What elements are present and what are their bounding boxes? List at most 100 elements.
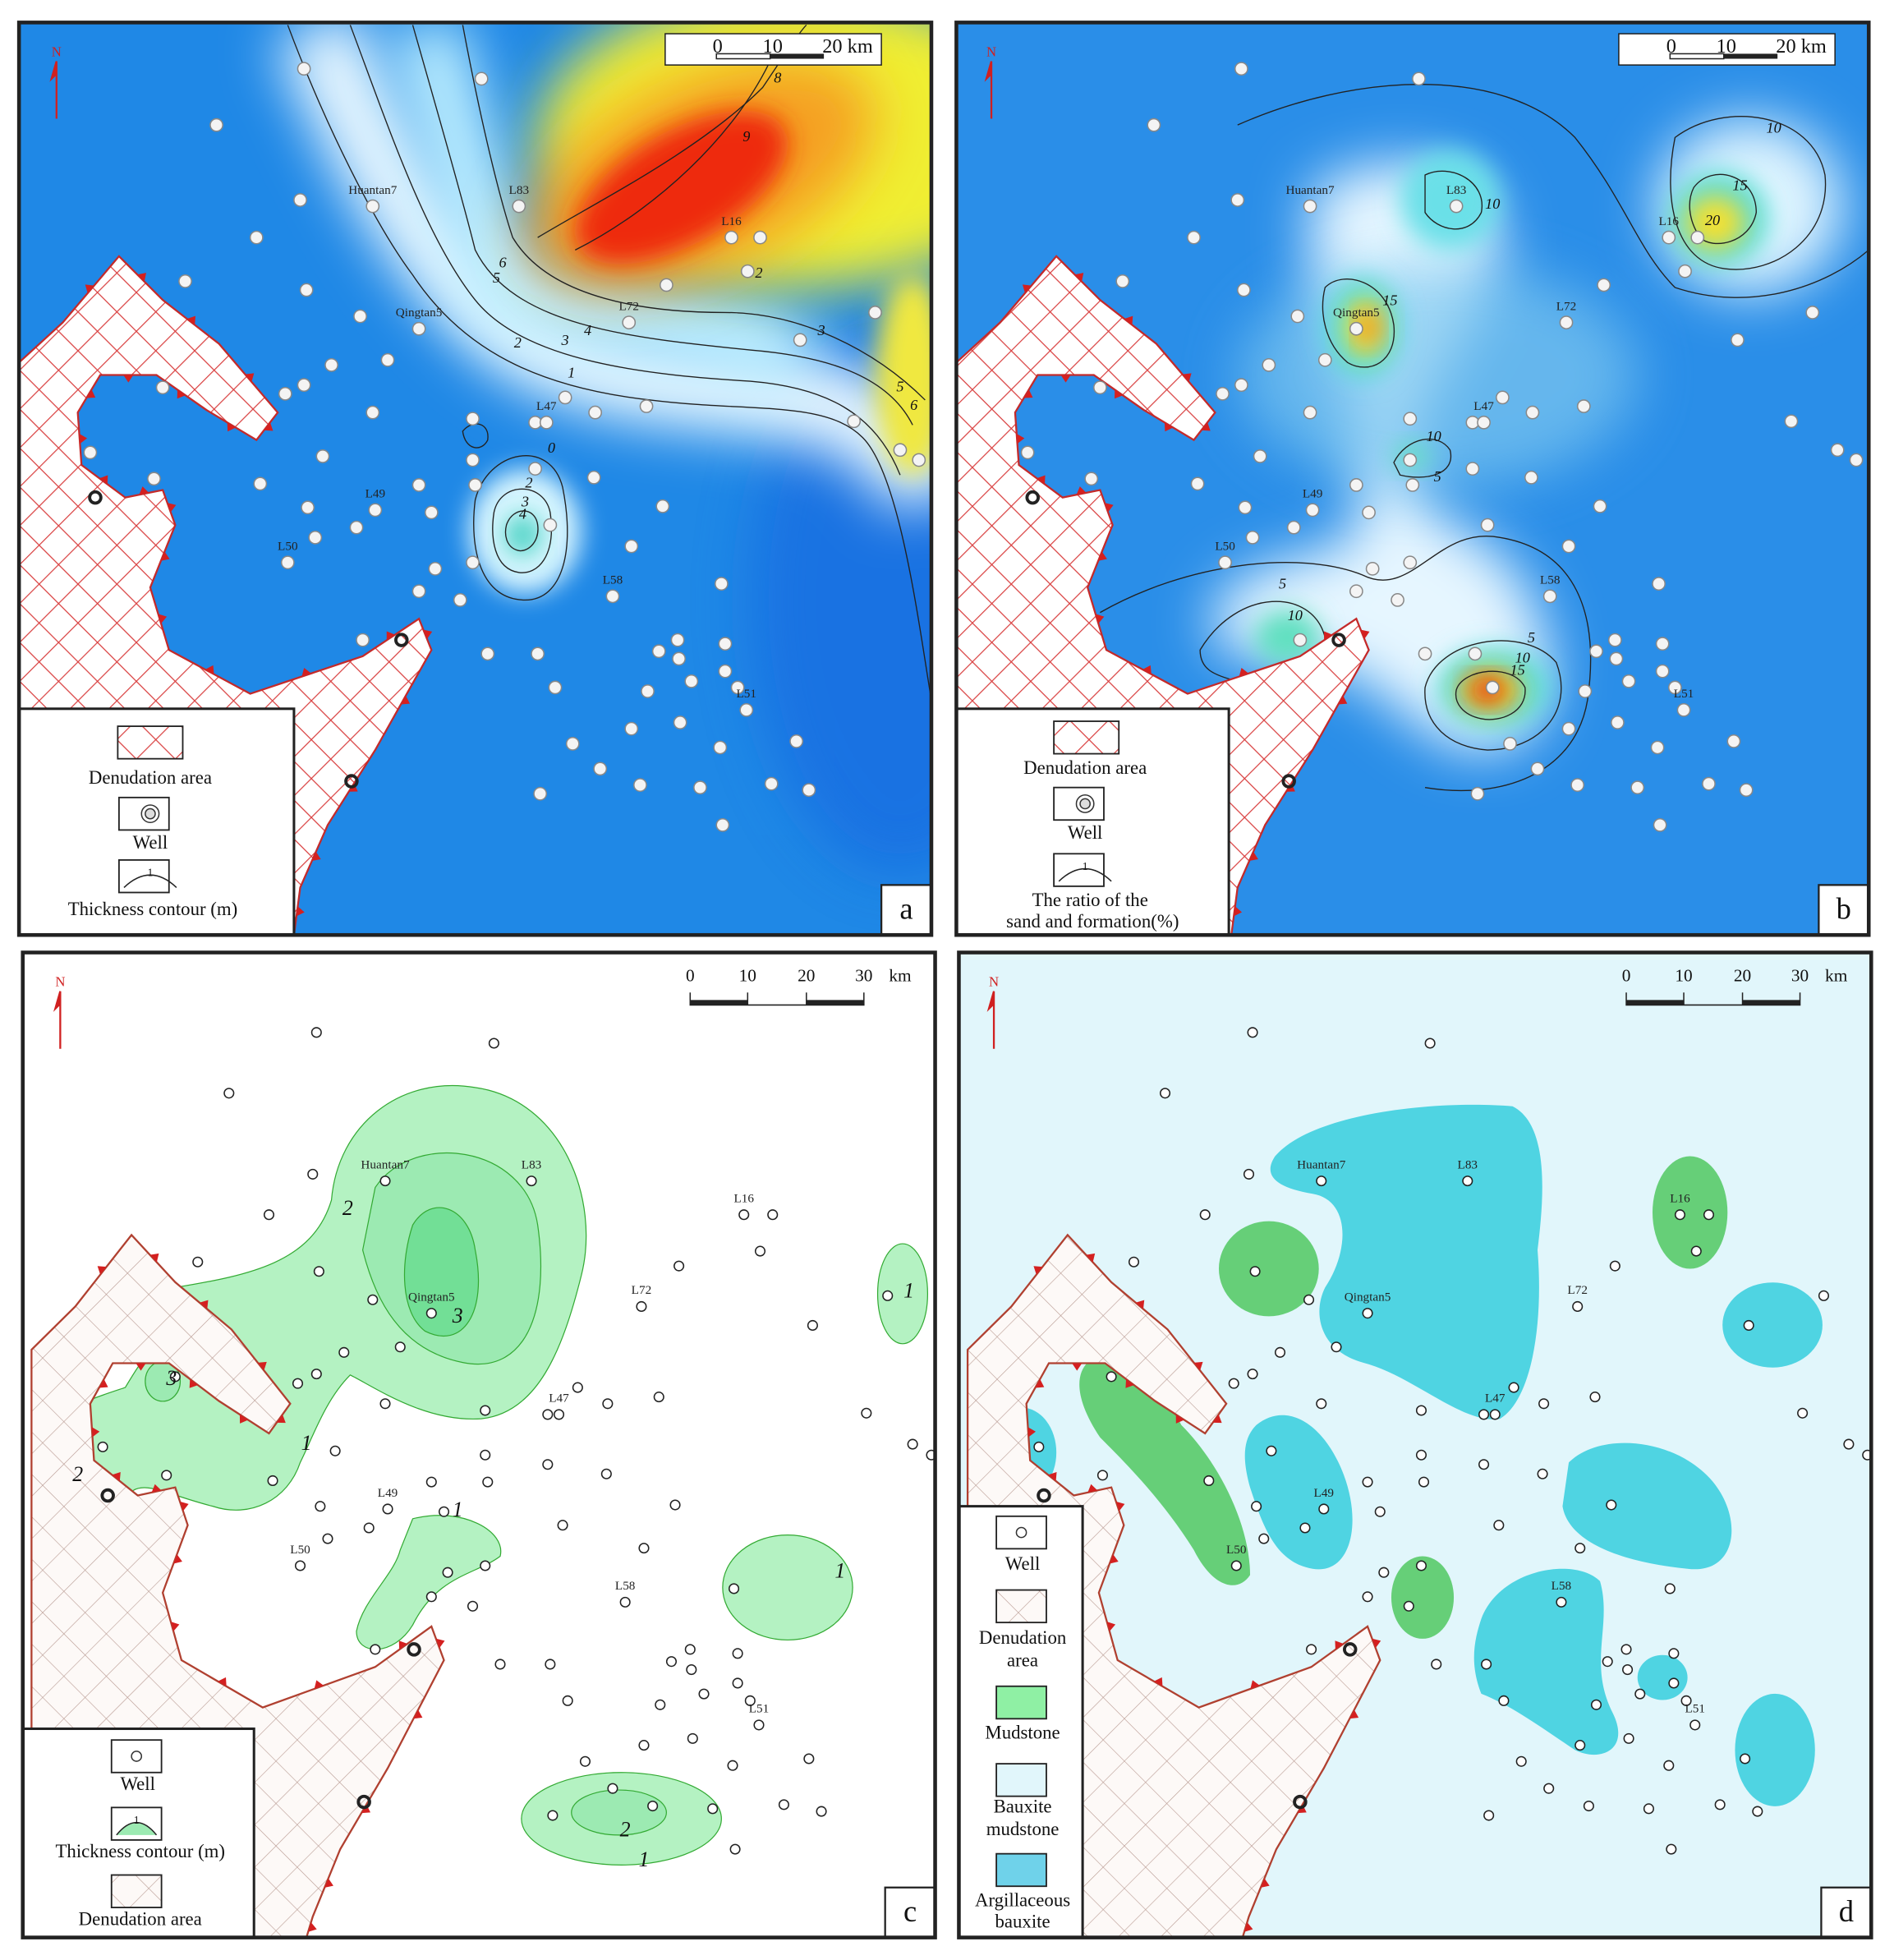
boundary-tick xyxy=(324,1878,333,1888)
well xyxy=(349,520,364,535)
well xyxy=(356,633,370,647)
well xyxy=(1515,1755,1527,1767)
well xyxy=(1274,1346,1286,1358)
well-ring xyxy=(356,1794,371,1810)
well xyxy=(1496,390,1510,405)
well xyxy=(382,1503,393,1515)
panel-frame xyxy=(954,21,1871,937)
scale-label: 30 xyxy=(855,966,872,986)
boundary-tick xyxy=(264,422,274,431)
well xyxy=(1662,230,1676,245)
well-name: Qingtan5 xyxy=(396,306,443,320)
scale-label: 0 xyxy=(686,966,695,986)
boundary-tick xyxy=(79,434,88,444)
well xyxy=(425,1476,437,1488)
well-name: L16 xyxy=(1670,1191,1690,1205)
well xyxy=(1349,321,1363,336)
well xyxy=(466,453,480,467)
boundary-tick xyxy=(1135,1300,1145,1309)
well xyxy=(1245,530,1260,545)
well xyxy=(1576,399,1591,413)
well-ring xyxy=(1025,490,1040,505)
well xyxy=(1243,1168,1255,1180)
well xyxy=(313,1266,324,1277)
boundary-tick xyxy=(1033,1266,1043,1275)
legend-text: area xyxy=(1007,1649,1038,1670)
well xyxy=(1470,786,1485,801)
legend-text: Denudation area xyxy=(79,1908,202,1929)
boundary-tick xyxy=(1023,389,1033,398)
well-name: L16 xyxy=(1659,214,1680,228)
well xyxy=(363,1522,375,1534)
boundary-tick xyxy=(1239,668,1249,677)
well-ring xyxy=(344,774,359,789)
panel-letter: a xyxy=(899,891,913,925)
well xyxy=(425,1591,437,1603)
boundary-tick xyxy=(308,1922,317,1932)
boundary-tick xyxy=(1060,375,1071,383)
well xyxy=(655,1699,666,1710)
well xyxy=(665,1656,678,1668)
contour-label: 3 xyxy=(521,493,529,509)
scale-label: 0 xyxy=(713,35,723,58)
well xyxy=(1362,1476,1373,1488)
boundary-tick xyxy=(257,1361,267,1371)
well xyxy=(280,555,295,570)
well xyxy=(310,1369,322,1380)
panel-c-zones xyxy=(43,1084,929,1866)
well xyxy=(1583,1800,1594,1812)
well xyxy=(368,503,383,518)
well xyxy=(893,443,908,458)
boundary-tick xyxy=(1037,475,1046,485)
well xyxy=(531,646,545,661)
well xyxy=(178,274,192,288)
legend-swatch xyxy=(1053,720,1120,755)
well xyxy=(1609,1260,1620,1272)
well xyxy=(1652,577,1666,591)
well xyxy=(1303,405,1317,420)
well xyxy=(1331,1341,1342,1353)
north-arrow xyxy=(986,991,995,1049)
well xyxy=(380,352,395,367)
well xyxy=(1362,505,1376,520)
boundary-tick xyxy=(1153,1677,1163,1686)
well xyxy=(684,1644,696,1655)
well xyxy=(1362,1591,1373,1603)
well xyxy=(1634,1688,1646,1700)
well xyxy=(1349,478,1363,492)
legend-contour-label: 1 xyxy=(148,867,154,879)
well xyxy=(1653,817,1667,832)
contour-label: 15 xyxy=(1732,177,1747,193)
well xyxy=(1478,1459,1490,1470)
legend-text: Denudation area xyxy=(89,767,212,788)
scale-bar xyxy=(1723,53,1778,59)
well xyxy=(1349,584,1363,599)
well xyxy=(428,561,443,576)
well xyxy=(1033,1441,1045,1452)
boundary-tick xyxy=(139,486,149,495)
well xyxy=(744,1695,756,1706)
boundary-tick xyxy=(1086,1253,1096,1263)
north-label: N xyxy=(986,44,996,59)
well-name: L72 xyxy=(1567,1283,1588,1297)
boundary-tick xyxy=(1349,1709,1359,1719)
well-name: L72 xyxy=(1556,299,1577,313)
well xyxy=(1418,646,1432,661)
contour-label: 2 xyxy=(755,265,762,281)
well xyxy=(367,1294,379,1305)
well xyxy=(724,230,738,245)
legend-text: Bauxite xyxy=(994,1796,1052,1816)
legend-contour xyxy=(123,874,177,888)
well xyxy=(1524,470,1538,485)
boundary-tick xyxy=(1212,1414,1222,1424)
boundary-tick xyxy=(1114,389,1124,399)
well xyxy=(636,1300,647,1313)
well-name: L51 xyxy=(1674,687,1694,701)
contour-label: 5 xyxy=(1528,629,1535,646)
contour-label: 3 xyxy=(452,1304,463,1327)
boundary-tick xyxy=(1234,906,1243,917)
well xyxy=(1530,761,1545,776)
well xyxy=(1818,1290,1830,1301)
boundary-tick xyxy=(1360,629,1370,639)
